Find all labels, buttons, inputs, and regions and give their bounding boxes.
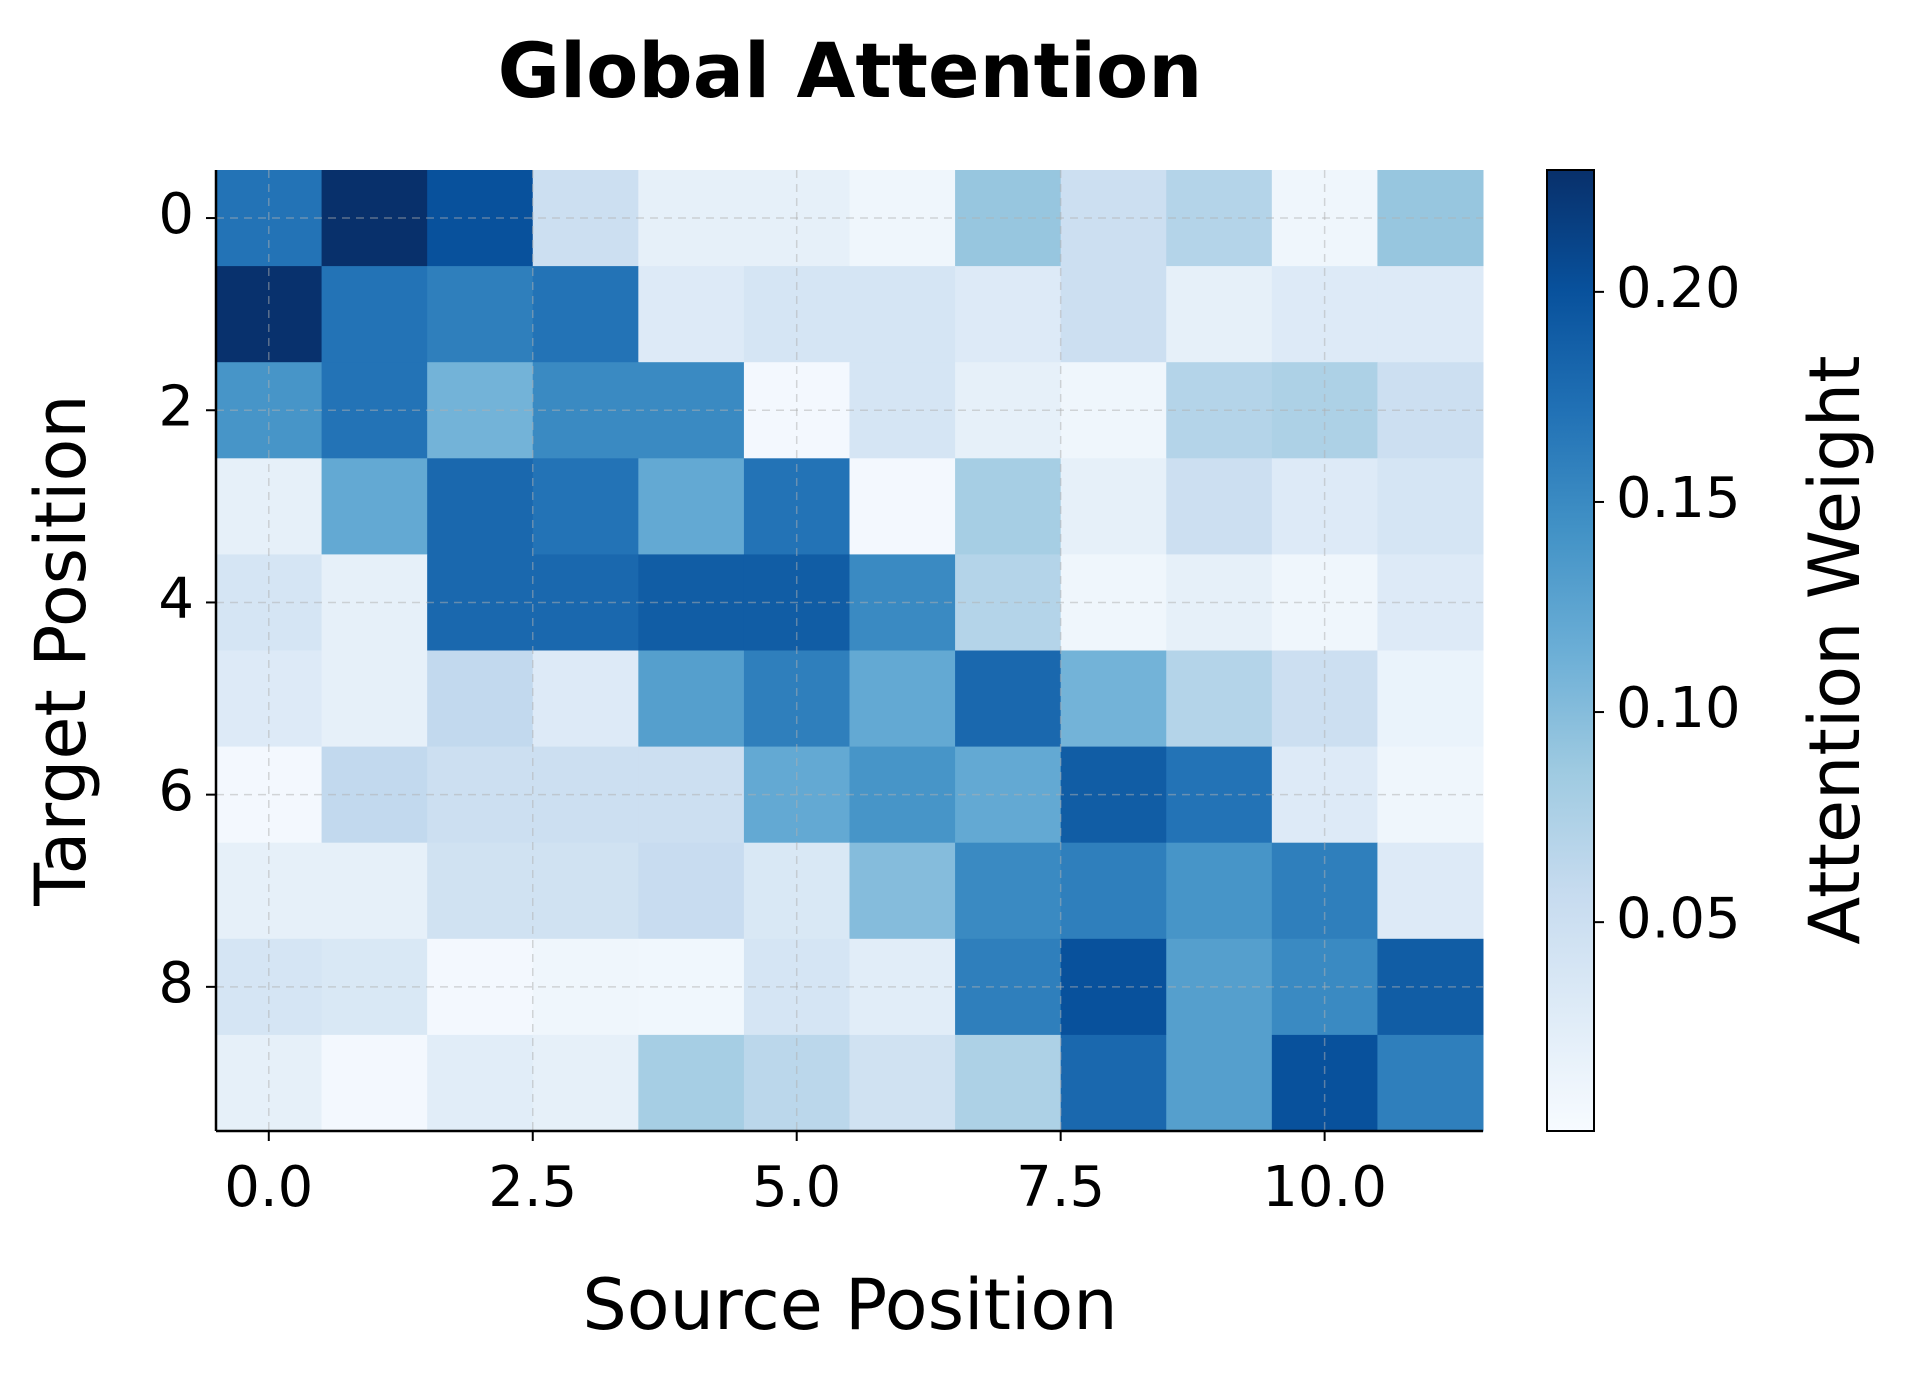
heatmap-cell [638,1034,745,1132]
heatmap-cell [1377,650,1484,748]
x-tick-label: 2.5 [488,1155,577,1220]
heatmap-cell [849,266,956,363]
heatmap-cell [321,458,428,555]
colorbar-tick-label: 0.20 [1616,256,1741,321]
y-tick-label: 6 [158,759,194,824]
heatmap-cell [638,266,745,363]
heatmap-cell [1166,842,1273,940]
y-tick-label: 2 [158,374,194,439]
heatmap-cell [955,842,1062,940]
heatmap-cell [849,458,956,555]
heatmap-cell [638,650,745,748]
heatmap-cell [427,650,534,748]
heatmap-cell [849,842,956,940]
heatmap-cell [1166,1034,1273,1132]
chart-title: Global Attention [498,26,1203,115]
heatmap-cell [1060,842,1167,940]
heatmap-cell [638,458,745,555]
heatmap-cell [955,458,1062,555]
colorbar-tick-label: 0.15 [1616,466,1741,531]
y-tick-label: 8 [158,951,194,1016]
heatmap-cell [321,842,428,940]
y-tick-label: 4 [158,567,194,632]
heatmap-cell [1060,650,1167,748]
x-axis-label: Source Position [582,1264,1117,1346]
heatmap-cell [321,266,428,363]
heatmap-cell [1377,1034,1484,1132]
heatmap-cell [427,458,534,555]
y-tick-label: 0 [158,182,194,247]
heatmap-cell [532,842,639,940]
heatmap-cell [955,650,1062,748]
heatmap-cell [1377,842,1484,940]
x-tick-label: 10.0 [1262,1155,1387,1220]
heatmap-cell [955,1034,1062,1132]
colorbar [1546,169,1595,1132]
heatmap-cell [1060,1034,1167,1132]
heatmap-cell [321,650,428,748]
heatmap-cell [321,1034,428,1132]
colorbar-tick-label: 0.05 [1616,886,1741,951]
heatmap-cell [1166,650,1273,748]
colorbar-label: Attention Weight [1794,355,1876,944]
heatmap-cell [955,266,1062,363]
heatmap-cell [638,842,745,940]
heatmap-cell [1377,458,1484,555]
heatmap-cell [849,650,956,748]
heatmap-cell [427,842,534,940]
heatmap-cell [532,650,639,748]
heatmap-cell [532,1034,639,1132]
colorbar-tick-label: 0.10 [1616,676,1741,741]
heatmap-cell [1166,266,1273,363]
heatmap-cell [532,458,639,555]
y-axis-label: Target Position [20,394,102,906]
heatmap-cell [427,1034,534,1132]
heatmap-cell [849,1034,956,1132]
x-tick-label: 5.0 [752,1155,841,1220]
heatmap-cell [1166,458,1273,555]
heatmap-cell [1060,266,1167,363]
heatmap-cell [1060,458,1167,555]
heatmap-cell [1377,266,1484,363]
x-tick-label: 7.5 [1016,1155,1105,1220]
heatmap-cell [532,266,639,363]
x-tick-label: 0.0 [224,1155,313,1220]
heatmap-cell [427,266,534,363]
